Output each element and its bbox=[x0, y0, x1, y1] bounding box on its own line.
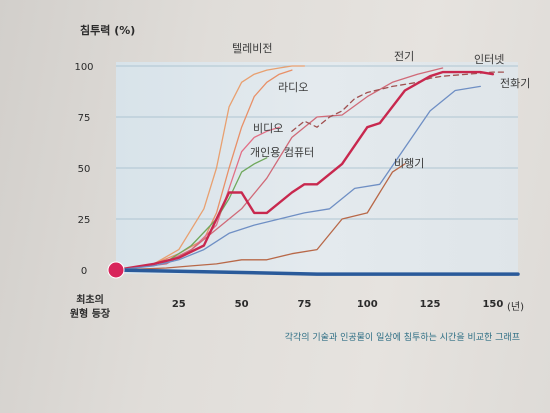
chart-caption: 각각의 기술과 인공물이 일상에 침투하는 시간을 비교한 그래프 bbox=[285, 331, 520, 343]
series-line bbox=[115, 85, 481, 271]
y-tick-label: 100 bbox=[74, 62, 93, 73]
y-tick-label: 0 bbox=[81, 266, 87, 277]
series-label: 라디오 bbox=[278, 81, 308, 94]
series-label: 텔레비전 bbox=[232, 42, 272, 55]
x-tick-label: 125 bbox=[420, 299, 441, 310]
x-tick-label: 150 bbox=[482, 299, 503, 310]
origin-label-line1: 최초의 bbox=[76, 293, 104, 306]
series-line bbox=[115, 65, 306, 271]
axis-ticks: 0 25 50 75 100 25 50 75 100 125 150 bbox=[74, 62, 503, 310]
series-label: 전기 bbox=[394, 50, 414, 63]
series-line bbox=[115, 67, 444, 271]
series-lines bbox=[114, 65, 520, 276]
x-unit-label: (년) bbox=[507, 301, 524, 313]
series-label: 비행기 bbox=[394, 157, 424, 170]
series-label: 인터넷 bbox=[474, 53, 504, 66]
y-tick-label: 75 bbox=[78, 113, 91, 124]
x-tick-label: 100 bbox=[357, 299, 378, 310]
y-axis-label: 침투력 (%) bbox=[80, 23, 135, 37]
series-line bbox=[114, 70, 495, 272]
series-label: 개인용 컴퓨터 bbox=[250, 146, 314, 159]
series-line bbox=[115, 163, 406, 271]
series-label: 비디오 bbox=[253, 122, 283, 135]
x-tick-label: 75 bbox=[297, 299, 311, 310]
x-tick-label: 25 bbox=[172, 299, 186, 310]
series-line bbox=[114, 268, 520, 276]
y-tick-label: 25 bbox=[78, 215, 91, 226]
origin-label-line2: 원형 등장 bbox=[70, 307, 111, 320]
series-label: 전화기 bbox=[500, 77, 530, 90]
origin-marker bbox=[107, 261, 125, 279]
x-tick-label: 50 bbox=[235, 299, 249, 310]
y-tick-label: 50 bbox=[78, 164, 91, 175]
series-line bbox=[291, 71, 507, 132]
series-line bbox=[115, 69, 293, 271]
